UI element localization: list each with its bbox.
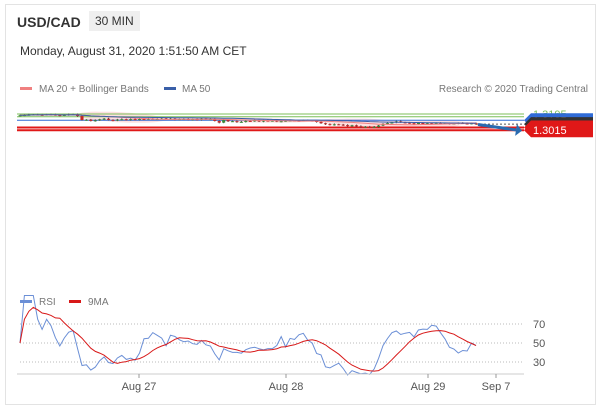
candle-body [416, 123, 420, 124]
candle-body [385, 123, 390, 125]
candle-body [332, 124, 336, 126]
rsi-panel: 70 50 30 [19, 295, 545, 376]
candle-body [226, 120, 230, 122]
rsi-axis-label: 70 [533, 319, 545, 331]
candle-body [465, 123, 469, 125]
candle-body [430, 123, 434, 125]
candle-body [257, 120, 261, 122]
rsi-legend-label: RSI [39, 297, 56, 308]
candle-body [439, 123, 443, 125]
forecast-arrow-shaft [477, 123, 517, 132]
candle-body [98, 119, 102, 121]
candle-body [350, 125, 354, 127]
rsi-legend-swatch [20, 300, 32, 303]
candle-body [434, 123, 438, 125]
candle-body [363, 126, 367, 128]
x-axis: Aug 27 Aug 28 Aug 29 Sep 7 [17, 373, 524, 393]
price-label-1.3015: 1.3015 [533, 125, 567, 137]
candle-body [111, 119, 115, 121]
candle-body [328, 124, 332, 126]
x-tick-label: Aug 29 [411, 381, 446, 393]
candle-body [133, 119, 137, 121]
candle-body [244, 120, 248, 122]
x-tick-label: Aug 28 [269, 381, 304, 393]
ma20-legend-swatch [20, 87, 32, 90]
candle-body [235, 121, 239, 123]
candle-body [18, 115, 22, 117]
candle-body [84, 119, 88, 121]
ma50-line [19, 114, 476, 124]
candle-body [372, 126, 376, 128]
candle-body [239, 121, 243, 123]
forecast-arrow [477, 123, 522, 136]
candle-body [248, 120, 252, 122]
candle-body [102, 118, 106, 120]
candle-body [93, 120, 97, 122]
candle-body [137, 119, 142, 121]
candle-body [337, 124, 341, 126]
candle-body [341, 124, 345, 126]
candle-body [270, 120, 274, 122]
price-labels: 1.31951.31651.31251.30821.30451.3015 [524, 109, 593, 138]
rsi-axis-label: 50 [533, 338, 545, 350]
candle-body [217, 120, 221, 123]
candle-body [213, 119, 217, 121]
candle-body [62, 114, 66, 116]
ma20-legend-label: MA 20 + Bollinger Bands [39, 84, 149, 95]
candle-body [354, 125, 359, 127]
candle-body [106, 118, 111, 120]
candle-body [230, 121, 235, 123]
candle-body [253, 120, 257, 122]
candle-body [89, 119, 93, 121]
credit-text: Research © 2020 Trading Central [439, 84, 588, 95]
candle-body [470, 123, 474, 125]
rsi-ma-legend-label: 9MA [88, 297, 109, 308]
candles [18, 113, 478, 129]
ma50-legend-label: MA 50 [182, 84, 211, 95]
chart-card [5, 4, 596, 405]
candle-body [124, 119, 128, 121]
timeframe-badge[interactable]: 30 MIN [89, 11, 140, 31]
candle-body [412, 123, 416, 125]
candle-body [390, 122, 394, 124]
candle-body [266, 120, 270, 122]
candle-body [425, 123, 429, 125]
candle-body [474, 123, 478, 125]
candle-body [142, 119, 146, 121]
candle-body [368, 126, 372, 128]
candle-body [315, 121, 319, 123]
candle-body [80, 116, 84, 121]
moving-averages [19, 114, 477, 126]
candle-body [115, 119, 119, 121]
candle-body [359, 126, 363, 128]
timestamp-text: Monday, August 31, 2020 1:51:50 AM CET [20, 44, 247, 58]
candle-body [319, 121, 323, 124]
candle-body [58, 115, 62, 117]
candle-body [403, 122, 407, 124]
candle-body [222, 120, 226, 123]
ma50-legend-swatch [164, 87, 176, 90]
x-tick-label: Aug 27 [122, 381, 157, 393]
symbol-title: USD/CAD [17, 14, 81, 30]
x-tick-label: Sep 7 [482, 381, 511, 393]
rsi-ma-legend-swatch [69, 300, 81, 303]
candle-body [120, 119, 124, 121]
rsi-axis-label: 30 [533, 357, 545, 369]
rsi-ma-line [19, 306, 477, 372]
candle-body [279, 121, 283, 123]
candle-body [346, 125, 350, 127]
candle-body [129, 119, 133, 121]
candle-body [408, 122, 412, 124]
forecast-arrow-head [515, 123, 522, 136]
candle-body [261, 120, 266, 122]
candle-body [377, 125, 381, 127]
price-tag-1.3015 [524, 123, 593, 138]
candle-body [323, 123, 328, 125]
candle-body [421, 123, 425, 124]
rsi-line [19, 295, 477, 376]
